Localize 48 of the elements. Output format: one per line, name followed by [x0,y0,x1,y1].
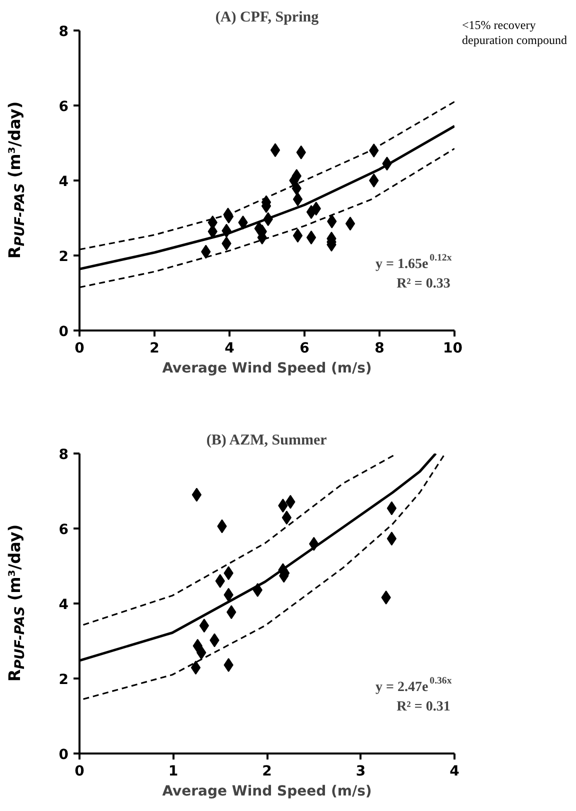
x-tick-label: 4 [224,340,235,356]
point [190,660,201,675]
x-tick-label: 0 [74,764,85,780]
text: <15% recovery [462,18,537,33]
chart-title: (A) CPF, Spring [215,10,320,26]
point [222,236,232,250]
y-tick-label: 2 [58,249,69,265]
point [292,228,303,243]
x-axis-title: Average Wind Speed (m/s) [162,784,372,800]
point [282,510,292,525]
annotation: R² = 0.31 [396,700,450,714]
point [386,532,397,546]
point [215,574,225,588]
y-tick-label: 6 [58,522,69,538]
point [292,169,302,183]
chart-title: (B) AZM, Summer [206,432,328,448]
y-tick-label: 4 [58,174,69,190]
y-tick-label: 6 [58,99,69,115]
x-tick-label: 1 [168,764,178,780]
point [224,658,234,672]
point [345,216,356,231]
x-axis-title: Average Wind Speed (m/s) [162,360,372,376]
y-tick-label: 8 [58,447,69,463]
y-tick-label: 0 [58,747,69,763]
point [369,174,379,188]
annotation: R² = 0.33 [396,276,450,292]
x-tick-label: 2 [262,764,272,780]
point [208,224,218,238]
text: depuration compound [462,33,567,48]
y-tick-label: 2 [58,672,69,688]
point [270,143,280,158]
y-tick-label: 8 [58,24,69,40]
y-tick-label: 0 [58,324,69,340]
point [386,501,397,516]
point [292,192,303,206]
point [199,618,210,633]
y-tick-label: 4 [58,597,69,613]
x-tick-label: 8 [374,340,384,356]
point [192,488,202,502]
point [381,590,391,604]
x-tick-label: 3 [356,764,366,780]
x-tick-label: 10 [443,340,463,356]
x-tick-label: 2 [150,340,160,356]
point [238,216,248,230]
x-tick-label: 4 [450,764,460,780]
x-tick-label: 6 [300,340,310,356]
point [306,230,316,244]
x-tick-label: 0 [74,340,85,356]
